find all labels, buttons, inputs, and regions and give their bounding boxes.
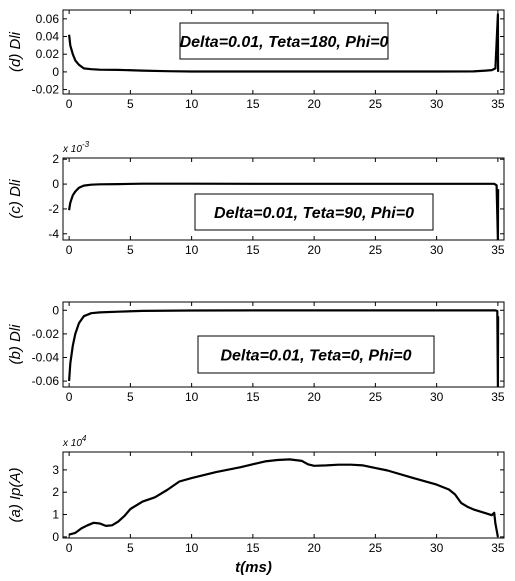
panel-b-xtick-label: 0 <box>66 390 73 404</box>
panel-a-ytick-label: 3 <box>52 463 59 477</box>
panel-d-xtick-label: 5 <box>127 97 134 111</box>
panel-c-xtick-label: 20 <box>307 243 321 257</box>
panel-c-exponent-label: x 10-3 <box>62 140 90 155</box>
panel-b-xtick-label: 30 <box>430 390 444 404</box>
panel-b-annotation-text: Delta=0.01, Teta=0, Phi=0 <box>220 348 411 365</box>
panel-c-ytick-label: -2 <box>48 202 59 216</box>
panel-b-axes-box <box>62 301 505 388</box>
panel-d-xtick-label: 30 <box>430 97 444 111</box>
panel-c-ytick-label: 0 <box>52 177 59 191</box>
panel-d-axes-box <box>62 9 505 95</box>
panel-d-ytick-label: 0 <box>52 65 59 79</box>
panel-d-series-line <box>68 13 500 73</box>
panel-c-ytick-label: 2 <box>52 152 59 166</box>
panel-a-ytick-label: 0 <box>52 530 59 544</box>
panel-d-xtick-label: 0 <box>66 97 73 111</box>
panel-d-xtick-label: 15 <box>246 97 260 111</box>
panel-b-xtick-label: 15 <box>246 390 260 404</box>
panel-b-xtick-label: 25 <box>369 390 383 404</box>
panel-a-exponent-label: x 104 <box>62 434 87 449</box>
panel-a-ytick-label: 1 <box>52 508 59 522</box>
panel-d-ytick-label: 0.04 <box>36 30 60 44</box>
panel-a-xtick-label: 5 <box>127 541 134 555</box>
panel-c-axes-box <box>62 157 505 241</box>
panel-a-xlabel: t(ms) <box>235 559 272 576</box>
panel-d-xtick-label: 20 <box>307 97 321 111</box>
panel-c-xtick-label: 10 <box>185 243 199 257</box>
panel-a-xtick-label: 30 <box>430 541 444 555</box>
panel-c-exponent-power: -3 <box>82 140 90 149</box>
panel-c-annotation-text: Delta=0.01, Teta=90, Phi=0 <box>214 205 414 222</box>
panel-b-xtick-label: 10 <box>185 390 199 404</box>
panel-a-ylabel: (a) Ip(A) <box>7 467 24 522</box>
panel-a-xtick-label: 0 <box>66 541 73 555</box>
panel-d-ylabel: (d) Dli <box>7 31 24 72</box>
panel-b-annotation-box <box>197 335 435 374</box>
panel-a-exponent-power: 4 <box>82 434 87 443</box>
panel-c-xtick-label: 5 <box>127 243 134 257</box>
panel-d-annotation-text: Delta=0.01, Teta=180, Phi=0 <box>180 34 389 51</box>
panel-a-axes-box <box>62 451 505 539</box>
panel-c-series-line <box>68 182 500 240</box>
panel-c-xtick-label: 25 <box>369 243 383 257</box>
panel-c-ytick-label: -4 <box>48 227 59 241</box>
panel-c-xtick-label: 0 <box>66 243 73 257</box>
panel-c-xtick-label: 15 <box>246 243 260 257</box>
panel-c-xtick-label: 35 <box>491 243 505 257</box>
panel-d-xtick-label: 10 <box>185 97 199 111</box>
panel-b-xtick-label: 35 <box>491 390 505 404</box>
panel-b-ytick-label: -0.06 <box>32 374 60 388</box>
panel-a-ytick-label: 2 <box>52 485 59 499</box>
panel-b-xtick-label: 20 <box>307 390 321 404</box>
panel-a-xtick-label: 15 <box>246 541 260 555</box>
panel-b-xtick-label: 5 <box>127 390 134 404</box>
panel-d-xtick-label: 25 <box>369 97 383 111</box>
panel-d-xtick-label: 35 <box>491 97 505 111</box>
panel-a: 0 5 10 15 20 25 30 35 0 1 2 3x 104 (a) Ip(A) t(ms) <box>7 434 505 576</box>
panel-b: 0 5 10 15 20 25 30 35 -0.06 -0.04 -0.02 0 (b) Dli Del… <box>7 301 505 404</box>
panel-a-xtick-label: 10 <box>185 541 199 555</box>
panel-a-xtick-label: 35 <box>491 541 505 555</box>
panel-d: 0 5 10 15 20 25 30 35 -0.02 0 0.02 0.04 0.06 (d) Dli D… <box>7 9 505 111</box>
panel-c-annotation-box <box>194 193 434 231</box>
panel-c-xtick-label: 30 <box>430 243 444 257</box>
panel-d-ytick-label: 0.06 <box>36 12 60 26</box>
panel-d-ytick-label: 0.02 <box>36 47 60 61</box>
panel-a-series-line <box>68 458 499 538</box>
panel-b-series-line <box>68 309 500 387</box>
panel-b-ytick-label: -0.02 <box>32 327 60 341</box>
panel-d-ytick-label: -0.02 <box>32 83 60 97</box>
panel-c-ylabel: (c) Dli <box>7 179 24 219</box>
panel-b-ytick-label: 0 <box>52 303 59 317</box>
panel-b-ytick-label: -0.04 <box>32 350 60 364</box>
panel-a-xtick-label: 25 <box>369 541 383 555</box>
panel-d-annotation-box <box>179 22 389 60</box>
panel-a-xtick-label: 20 <box>307 541 321 555</box>
panel-c: 0 5 10 15 20 25 30 35 -4 -2 0 2x 10-3 (c) Dli Delta=0… <box>7 140 505 257</box>
panel-b-ylabel: (b) Dli <box>7 324 24 365</box>
